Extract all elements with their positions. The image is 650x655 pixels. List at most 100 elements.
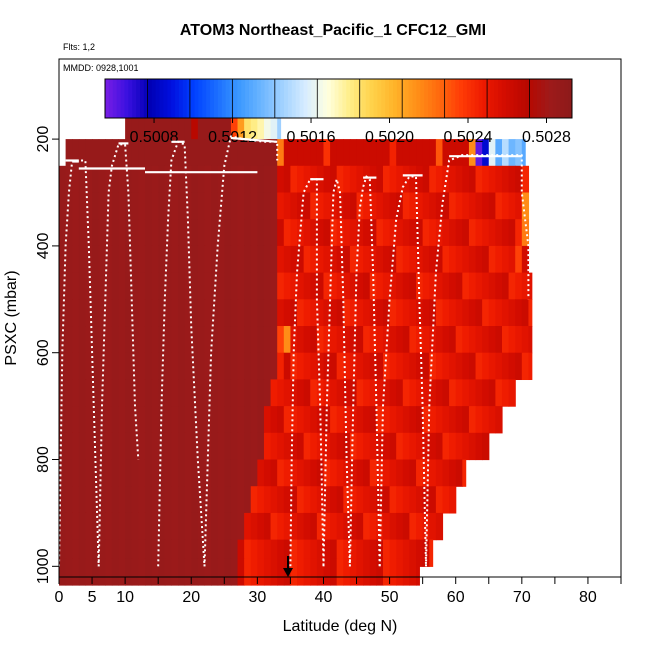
heatmap-cell [290, 245, 298, 274]
heatmap-cell [521, 192, 530, 220]
heatmap-cell [224, 326, 232, 354]
heatmap-cell [310, 192, 318, 220]
heatmap-cell [197, 558, 206, 586]
heatmap-cell [363, 486, 371, 514]
heatmap-cell [144, 192, 153, 220]
heatmap-cell [303, 299, 311, 327]
heatmap-cell [118, 352, 126, 381]
heatmap-cell [151, 558, 159, 586]
colorbar-tick-label: 0.5020 [365, 129, 414, 146]
heatmap-cell [429, 512, 437, 541]
heatmap-cell [336, 379, 344, 407]
heatmap-cell [283, 512, 292, 541]
heatmap-cell [515, 326, 523, 354]
heatmap-cell [297, 299, 305, 327]
heatmap-cell [178, 299, 186, 327]
colorbar-tick-label: 0.5028 [522, 129, 571, 146]
colorbar-swatch [501, 79, 507, 118]
colorbar-swatch [509, 79, 515, 118]
heatmap-cell [310, 272, 318, 300]
heatmap-cell [250, 139, 258, 167]
heatmap-cell [257, 432, 265, 461]
heatmap-cell [297, 139, 305, 167]
heatmap-cell [244, 558, 252, 586]
heatmap-cell [257, 486, 265, 514]
colorbar-swatch [474, 79, 480, 118]
heatmap-cell [435, 486, 444, 514]
heatmap-cell [211, 432, 219, 461]
heatmap-cell [204, 432, 212, 461]
heatmap-cell [416, 139, 424, 167]
heatmap-cell [118, 558, 126, 586]
heatmap-cell [92, 165, 100, 194]
heatmap-cell [237, 432, 245, 461]
heatmap-cell [105, 272, 113, 300]
heatmap-cell [151, 272, 159, 300]
heatmap-cell [72, 272, 80, 300]
heatmap-cell [283, 139, 292, 167]
heatmap-cell [230, 459, 239, 487]
heatmap-cell [92, 139, 100, 167]
heatmap-cell [65, 139, 73, 167]
heatmap-cell [442, 406, 450, 434]
heatmap-cell [92, 245, 100, 274]
flight-track-profile [289, 178, 325, 567]
heatmap-cell [250, 459, 258, 487]
heatmap-cell [402, 219, 411, 247]
heatmap-cell [376, 558, 384, 586]
x-tick-label: 10 [116, 589, 134, 606]
heatmap-cell [435, 245, 444, 274]
heatmap-cell [409, 165, 417, 194]
heatmap-cell [138, 539, 146, 567]
heatmap-cell [217, 139, 225, 167]
heatmap-cell [303, 459, 311, 487]
colorbar-swatch [389, 79, 394, 118]
heatmap-cell [237, 406, 245, 434]
heatmap-cell [250, 486, 258, 514]
heatmap-cell [204, 272, 212, 300]
heatmap-cell [449, 406, 457, 434]
heatmap-cell [283, 245, 292, 274]
heatmap-cell [131, 379, 139, 407]
heatmap-cell [118, 272, 126, 300]
heatmap-cell [515, 299, 523, 327]
heatmap-cell [475, 192, 483, 220]
heatmap-cell [204, 139, 212, 167]
heatmap-cell [409, 539, 417, 567]
heatmap-cell [72, 219, 80, 247]
heatmap-cell [442, 379, 450, 407]
heatmap-cell [369, 192, 377, 220]
colorbar-swatch [466, 79, 472, 118]
heatmap-cell [171, 245, 179, 274]
heatmap-cell [270, 112, 278, 140]
heatmap-cell [389, 379, 397, 407]
heatmap-cell [98, 512, 106, 541]
heatmap-cell [501, 219, 510, 247]
heatmap-cell [442, 192, 450, 220]
heatmap-cell [323, 486, 331, 514]
heatmap-cell [283, 165, 292, 194]
x-tick-label: 30 [248, 589, 266, 606]
heatmap-cell [363, 165, 371, 194]
heatmap-cell [482, 165, 490, 194]
heatmap-cell [244, 406, 252, 434]
colorbar-swatch [381, 79, 386, 118]
heatmap-cell [98, 326, 106, 354]
location-marker [283, 556, 293, 577]
heatmap-cell [283, 406, 292, 434]
heatmap-cell [98, 272, 106, 300]
heatmap-cell [290, 486, 298, 514]
heatmap-cell [270, 245, 278, 274]
heatmap-cell [277, 299, 285, 327]
heatmap-cell [455, 459, 463, 487]
heatmap-cell [111, 459, 120, 487]
heatmap-cell [488, 245, 496, 274]
heatmap-cell [118, 486, 126, 514]
heatmap-cell [409, 379, 417, 407]
heatmap-cell [422, 406, 430, 434]
heatmap-cell [85, 558, 93, 586]
heatmap-cell [422, 272, 430, 300]
heatmap-cell [138, 379, 146, 407]
colorbar-swatch [361, 79, 367, 118]
heatmap-cell [356, 219, 364, 247]
